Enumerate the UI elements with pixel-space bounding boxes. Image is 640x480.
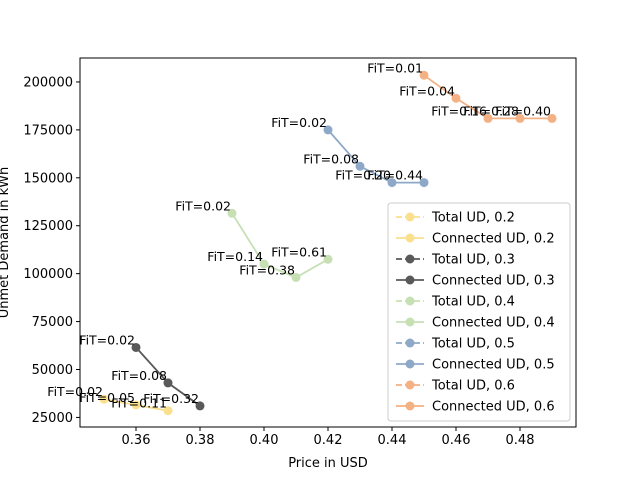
legend-marker [405,317,415,327]
legend-label: Total UD, 0.3 [431,253,515,268]
point-label: FiT=0.08 [111,368,167,383]
legend-label: Total UD, 0.6 [431,379,515,394]
legend-label: Connected UD, 0.5 [432,358,555,373]
legend-label: Connected UD, 0.2 [432,232,555,247]
legend-box [387,202,571,422]
legend-label: Total UD, 0.5 [431,337,515,352]
legend-marker [405,359,415,369]
x-tick-label: 0.40 [250,433,279,448]
y-tick-label: 50000 [32,363,73,378]
x-tick-label: 0.42 [314,433,343,448]
point-label: FiT=0.02 [271,115,327,130]
x-tick-label: 0.36 [122,433,151,448]
x-axis-label: Price in USD [288,456,368,471]
x-tick-label: 0.44 [378,433,407,448]
legend-marker [405,401,415,411]
legend-label: Connected UD, 0.4 [432,316,555,331]
point-label: FiT=0.20 [335,168,391,183]
legend-label: Total UD, 0.2 [431,211,515,226]
point-label: FiT=0.16 [431,103,487,118]
data-point [355,161,365,171]
data-point [419,178,429,188]
point-label: FiT=0.44 [367,168,423,183]
data-point [99,394,109,404]
legend-label: Connected UD, 0.3 [432,274,555,289]
y-tick-label: 125000 [23,219,73,234]
point-label: FiT=0.38 [239,262,295,277]
point-label: FiT=0.14 [207,249,263,264]
point-label: FiT=0.40 [495,103,551,118]
y-axis-label: Unmet Demand in kWh [0,167,12,319]
y-tick-label: 25000 [32,411,73,426]
plot-area [99,70,557,416]
legend-marker [405,380,415,390]
legend: Total UD, 0.2 Connected UD, 0.2 Total UD, … [387,202,571,422]
data-point [419,70,429,80]
point-label: FiT=0.04 [399,83,455,98]
data-point [387,178,397,188]
legend-marker [405,275,415,285]
legend-marker [405,254,415,264]
legend-marker [405,296,415,306]
y-tick-label: 200000 [23,75,73,90]
data-point [131,342,141,352]
x-tick-label: 0.38 [186,433,215,448]
data-point [291,272,301,282]
data-point [163,406,173,416]
y-tick-label: 75000 [32,315,73,330]
data-point [547,113,557,123]
data-point [195,401,205,411]
y-tick-label: 100000 [23,267,73,282]
point-label: FiT=0.01 [367,60,423,75]
point-label: FiT=0.32 [143,391,199,406]
y-tick-label: 150000 [23,171,73,186]
data-point [163,378,173,388]
legend-marker [405,233,415,243]
point-label: FiT=0.02 [79,332,135,347]
point-label: FiT=0.28 [463,103,519,118]
point-label: FiT=0.61 [271,244,327,259]
axes: 0.36 0.38 0.40 0.42 0.44 0.46 0.48 25000 50000 75… [0,57,577,471]
series-line [231,212,329,279]
point-label: FiT=0.11 [111,396,167,411]
data-point [515,113,525,123]
point-label: FiT=0.02 [47,384,103,399]
legend-marker [405,338,415,348]
legend-label: Total UD, 0.4 [431,295,515,310]
point-label: FiT=0.05 [79,390,135,405]
data-point [323,125,333,135]
data-point [227,208,237,218]
x-tick-label: 0.48 [506,433,535,448]
point-labels: FiT=0.02FiT=0.05FiT=0.11FiT=0.02FiT=0.08… [47,60,551,410]
data-point [131,400,141,410]
y-tick-label: 175000 [23,123,73,138]
data-point [323,254,333,264]
legend-label: Connected UD, 0.6 [432,400,555,415]
data-point [451,93,461,103]
legend-marker [405,212,415,222]
point-label: FiT=0.08 [303,151,359,166]
data-point [259,259,269,269]
data-point [483,113,493,123]
series-line [327,129,424,184]
x-tick-label: 0.46 [442,433,471,448]
point-label: FiT=0.02 [175,198,231,213]
